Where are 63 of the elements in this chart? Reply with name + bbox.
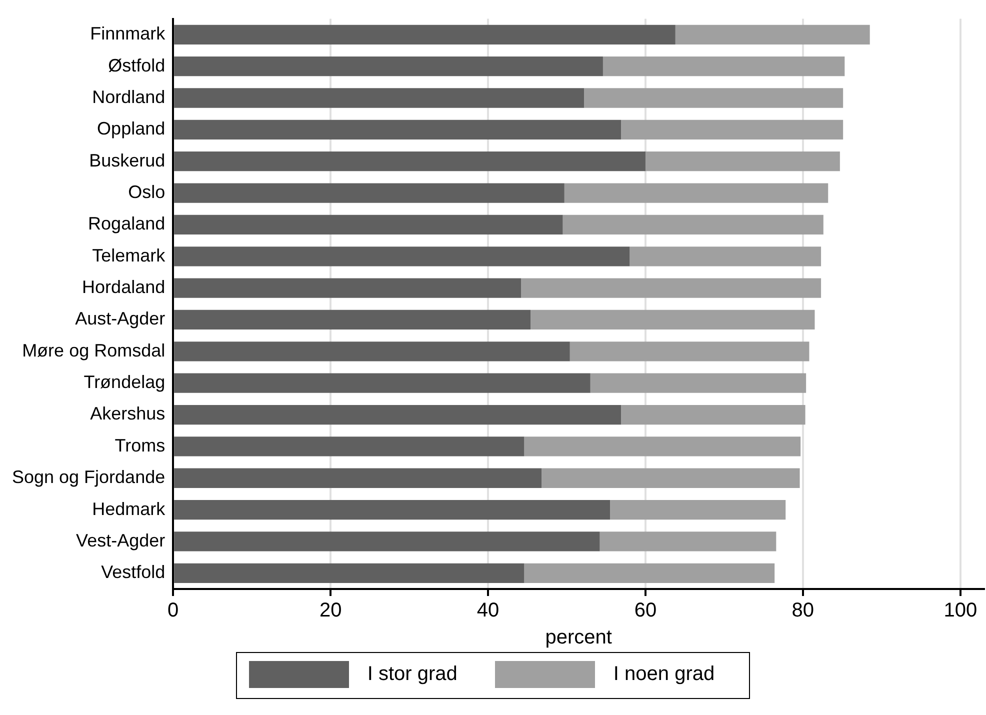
bar <box>174 24 676 44</box>
bar <box>174 342 570 362</box>
y-tick-label: Finnmark <box>90 24 166 44</box>
bar <box>174 436 524 456</box>
y-tick-label: Møre og Romsdal <box>22 340 166 360</box>
y-tick-label: Hedmark <box>92 498 166 519</box>
bar <box>174 532 600 552</box>
y-tick-label: Vest-Agder <box>76 530 166 550</box>
x-tick-label: 80 <box>792 600 814 622</box>
bar <box>174 214 563 235</box>
bar <box>174 468 542 488</box>
y-tick-label: Oslo <box>128 182 166 202</box>
y-tick-label: Nordland <box>92 86 166 107</box>
y-tick-label: Troms <box>114 435 166 456</box>
bar <box>174 373 590 393</box>
bar <box>174 152 646 172</box>
bar <box>174 246 630 266</box>
bar <box>174 56 603 76</box>
legend-label: I noen grad <box>613 663 715 686</box>
bar <box>174 278 522 298</box>
bar <box>174 183 564 203</box>
x-tick-label: 60 <box>634 600 657 622</box>
y-tick-label: Rogaland <box>88 214 166 234</box>
y-tick-label: Vestfold <box>101 562 166 582</box>
x-tick-label: 20 <box>319 600 342 622</box>
y-tick-label: Akershus <box>90 404 166 424</box>
bar <box>590 373 806 393</box>
bar <box>675 24 870 44</box>
bar <box>174 500 610 520</box>
bar <box>584 88 844 108</box>
bar <box>521 278 822 298</box>
bar <box>174 120 622 140</box>
x-tick-label: 100 <box>944 600 978 622</box>
y-tick-label: Hordaland <box>82 277 166 298</box>
x-tick-label: 40 <box>476 600 500 622</box>
y-tick-label: Oppland <box>97 118 166 139</box>
bar <box>600 532 776 552</box>
bar <box>564 183 828 203</box>
bar <box>602 56 845 76</box>
bar <box>174 310 531 330</box>
bar <box>524 563 775 583</box>
bar <box>610 500 786 520</box>
bar <box>542 468 800 488</box>
bar <box>621 120 844 140</box>
x-tick-label: 0 <box>168 600 179 622</box>
y-tick-label: Østfold <box>108 55 166 76</box>
bar <box>621 404 806 425</box>
bar <box>630 246 822 266</box>
bar <box>530 310 815 330</box>
y-tick-label: Buskerud <box>89 150 166 170</box>
y-tick-label: Telemark <box>92 245 166 266</box>
y-tick-label: Sogn og Fjordande <box>12 467 166 488</box>
bar <box>645 152 840 172</box>
bar <box>570 342 810 362</box>
bar <box>524 436 801 456</box>
bar <box>562 214 824 235</box>
legend-label: I stor grad <box>367 663 458 686</box>
bar <box>174 404 622 425</box>
y-tick-label: Aust-Agder <box>75 308 166 329</box>
bar <box>174 88 584 108</box>
x-axis-title: percent <box>545 626 612 649</box>
y-tick-label: Trøndelag <box>84 372 166 392</box>
bar <box>174 563 524 583</box>
